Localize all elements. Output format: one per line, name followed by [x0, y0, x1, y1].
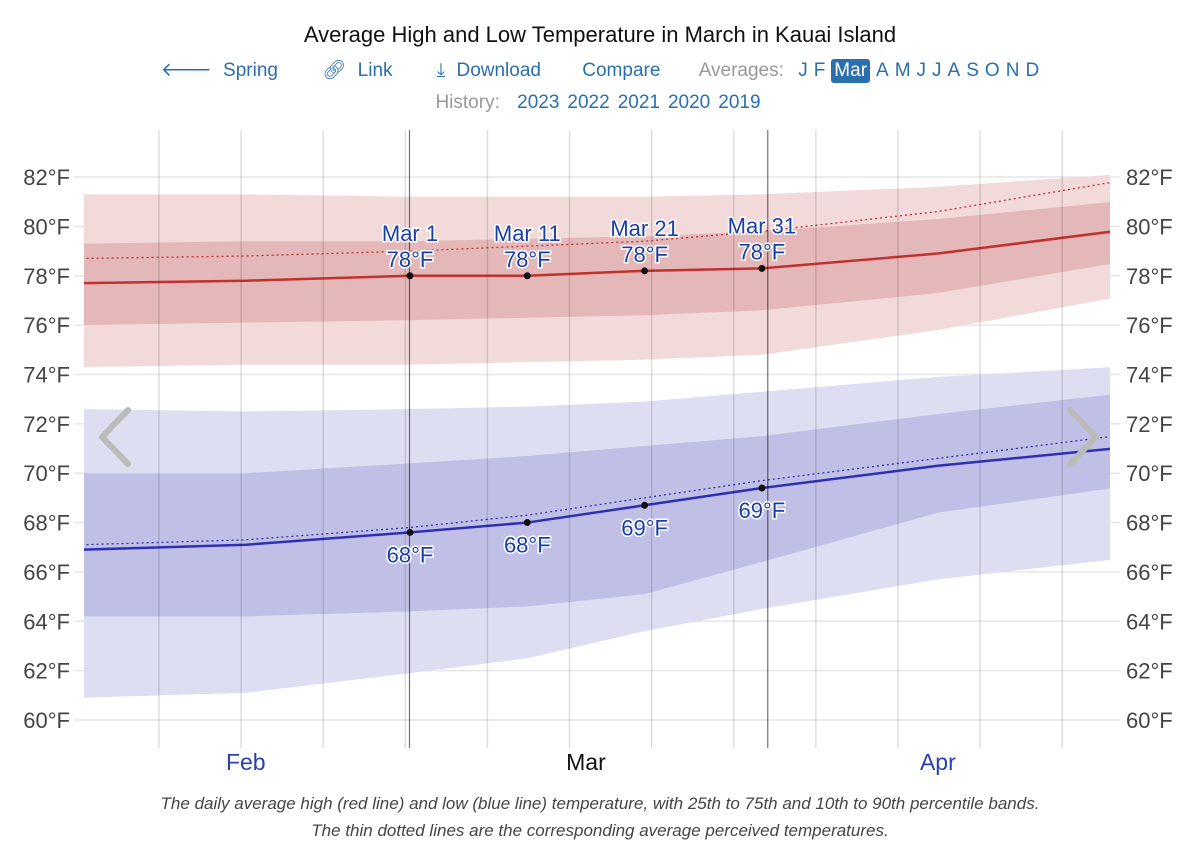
month-11[interactable]: D	[1025, 60, 1040, 81]
y-tick-left: 68°F	[23, 511, 70, 536]
y-tick-left: 82°F	[23, 165, 70, 190]
y-tick-right: 76°F	[1126, 313, 1173, 338]
y-tick-left: 74°F	[23, 362, 70, 387]
annotation-high-value: 78°F	[387, 247, 434, 272]
high-point	[406, 272, 414, 280]
annotation-date: Mar 11	[494, 221, 561, 246]
plot-area	[84, 174, 1110, 698]
y-tick-left: 66°F	[23, 560, 70, 585]
caption-line-2: The thin dotted lines are the correspond…	[311, 821, 889, 840]
annotation-date: Mar 1	[382, 221, 438, 246]
history-year-2022[interactable]: 2022	[567, 92, 610, 113]
annotation-low-value: 69°F	[739, 498, 786, 523]
y-tick-right: 68°F	[1126, 511, 1173, 536]
month-2[interactable]: Mar	[831, 59, 871, 83]
chevron-right-icon[interactable]	[1067, 407, 1099, 467]
high-band-25-75	[84, 202, 1110, 326]
y-tick-left: 80°F	[23, 214, 70, 239]
annotation-low-value: 68°F	[387, 542, 434, 567]
y-tick-left: 78°F	[23, 264, 70, 289]
month-7[interactable]: A	[947, 60, 961, 81]
y-tick-right: 62°F	[1126, 659, 1173, 684]
high-average-line	[84, 230, 1110, 285]
low-perceived-line	[84, 436, 1110, 546]
history-year-2023[interactable]: 2023	[517, 92, 560, 113]
y-tick-right: 74°F	[1126, 362, 1173, 387]
month-3[interactable]: A	[876, 60, 889, 81]
y-tick-left: 72°F	[23, 412, 70, 437]
history-bar: History: 2023 2022 2021 2020 2019	[0, 92, 1200, 114]
y-tick-right: 66°F	[1126, 560, 1173, 585]
history-year-2021[interactable]: 2021	[617, 92, 660, 113]
month-8[interactable]: S	[966, 60, 979, 81]
month-4[interactable]: M	[894, 60, 911, 81]
y-tick-left: 60°F	[23, 708, 70, 733]
month-5[interactable]: J	[916, 60, 927, 81]
month-9[interactable]: O	[984, 60, 1000, 81]
annotation-low-value: 68°F	[504, 533, 551, 558]
history-label: History:	[435, 92, 500, 113]
link-icon: 🔗︎	[322, 60, 347, 81]
low-band-25-75	[84, 394, 1110, 617]
high-point	[523, 272, 531, 280]
arrow-left-icon: 🡐	[160, 60, 212, 81]
annotation-high-value: 78°F	[739, 239, 786, 264]
annotation-date: Mar 31	[728, 213, 796, 238]
month-10[interactable]: N	[1005, 60, 1020, 81]
month-0[interactable]: J	[798, 60, 808, 81]
y-tick-left: 70°F	[23, 461, 70, 486]
download-icon: ⤓	[436, 60, 446, 81]
link-button[interactable]: 🔗︎ Link	[322, 60, 393, 81]
compare-button[interactable]: Compare	[582, 60, 661, 81]
spring-link[interactable]: 🡐 Spring	[160, 60, 278, 81]
high-point	[641, 267, 649, 275]
annotation-low-value: 69°F	[621, 515, 668, 540]
annotation-high-value: 78°F	[621, 242, 668, 267]
download-button[interactable]: ⤓ Download	[436, 60, 541, 81]
chart-title: Average High and Low Temperature in Marc…	[303, 22, 897, 47]
y-tick-left: 76°F	[23, 313, 70, 338]
low-point	[758, 484, 766, 492]
y-tick-right: 60°F	[1126, 708, 1173, 733]
history-year-2019[interactable]: 2019	[718, 92, 761, 113]
y-tick-right: 78°F	[1126, 264, 1173, 289]
y-tick-right: 72°F	[1126, 412, 1173, 437]
low-point	[523, 519, 531, 527]
high-perceived-line	[84, 181, 1110, 260]
month-selector: J F Mar A M J J A S O N D	[795, 59, 1042, 83]
averages-label: Averages:	[698, 60, 784, 81]
annotation-date: Mar 21	[610, 216, 678, 241]
y-tick-right: 64°F	[1126, 609, 1173, 634]
chevron-left-icon[interactable]	[99, 407, 131, 467]
x-tick-label: Apr	[920, 749, 956, 775]
x-tick-label: Feb	[226, 749, 266, 775]
y-tick-left: 64°F	[23, 609, 70, 634]
caption-line-1: The daily average high (red line) and lo…	[160, 794, 1040, 813]
low-point	[641, 501, 649, 509]
low-point	[406, 528, 414, 536]
history-years: 2023 2022 2021 2020 2019	[513, 92, 764, 113]
y-tick-right: 80°F	[1126, 214, 1173, 239]
high-point	[758, 264, 766, 272]
y-tick-right: 70°F	[1126, 461, 1173, 486]
month-1[interactable]: F	[813, 60, 826, 81]
low-average-line	[84, 447, 1110, 551]
caption: The daily average high (red line) and lo…	[0, 790, 1200, 844]
annotation-high-value: 78°F	[504, 247, 551, 272]
x-tick-label: Mar	[566, 749, 606, 775]
toolbar: 🡐 Spring 🔗︎ Link ⤓ Download Compare Aver…	[0, 58, 1200, 83]
history-year-2020[interactable]: 2020	[667, 92, 711, 113]
y-tick-right: 82°F	[1126, 165, 1173, 190]
month-6[interactable]: J	[932, 60, 942, 81]
y-tick-left: 62°F	[23, 659, 70, 684]
